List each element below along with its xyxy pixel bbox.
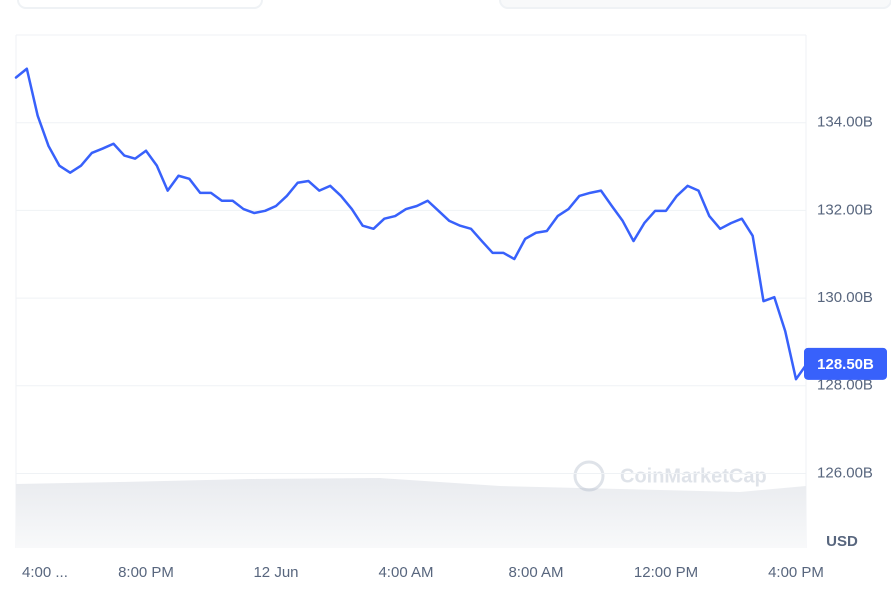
y-tick-label: 128.00B bbox=[817, 377, 873, 394]
y-tick-label: 130.00B bbox=[817, 289, 873, 306]
x-tick-label: 4:00 AM bbox=[378, 564, 433, 581]
watermark: CoinMarketCap bbox=[573, 460, 767, 492]
currency-label: USD bbox=[826, 533, 858, 550]
toolbar-tabs[interactable] bbox=[17, 0, 263, 9]
x-tick-label: 4:00 ... bbox=[22, 564, 68, 581]
price-tag bbox=[804, 347, 887, 380]
watermark-text: CoinMarketCap bbox=[620, 465, 767, 487]
y-tick-label: 134.00B bbox=[817, 114, 873, 131]
x-tick-label: 8:00 AM bbox=[508, 564, 563, 581]
x-tick-label: 12 Jun bbox=[253, 564, 298, 581]
volume-area bbox=[16, 478, 806, 548]
x-tick-label: 12:00 PM bbox=[634, 564, 698, 581]
x-tick-label: 4:00 PM bbox=[768, 564, 824, 581]
price-tag-label: 128.50B bbox=[817, 356, 874, 373]
y-tick-label: 132.00B bbox=[817, 201, 873, 218]
y-tick-label: 126.00B bbox=[817, 464, 873, 481]
toolbar-range[interactable] bbox=[499, 0, 891, 9]
price-line bbox=[14, 67, 809, 381]
x-tick-label: 8:00 PM bbox=[118, 564, 174, 581]
